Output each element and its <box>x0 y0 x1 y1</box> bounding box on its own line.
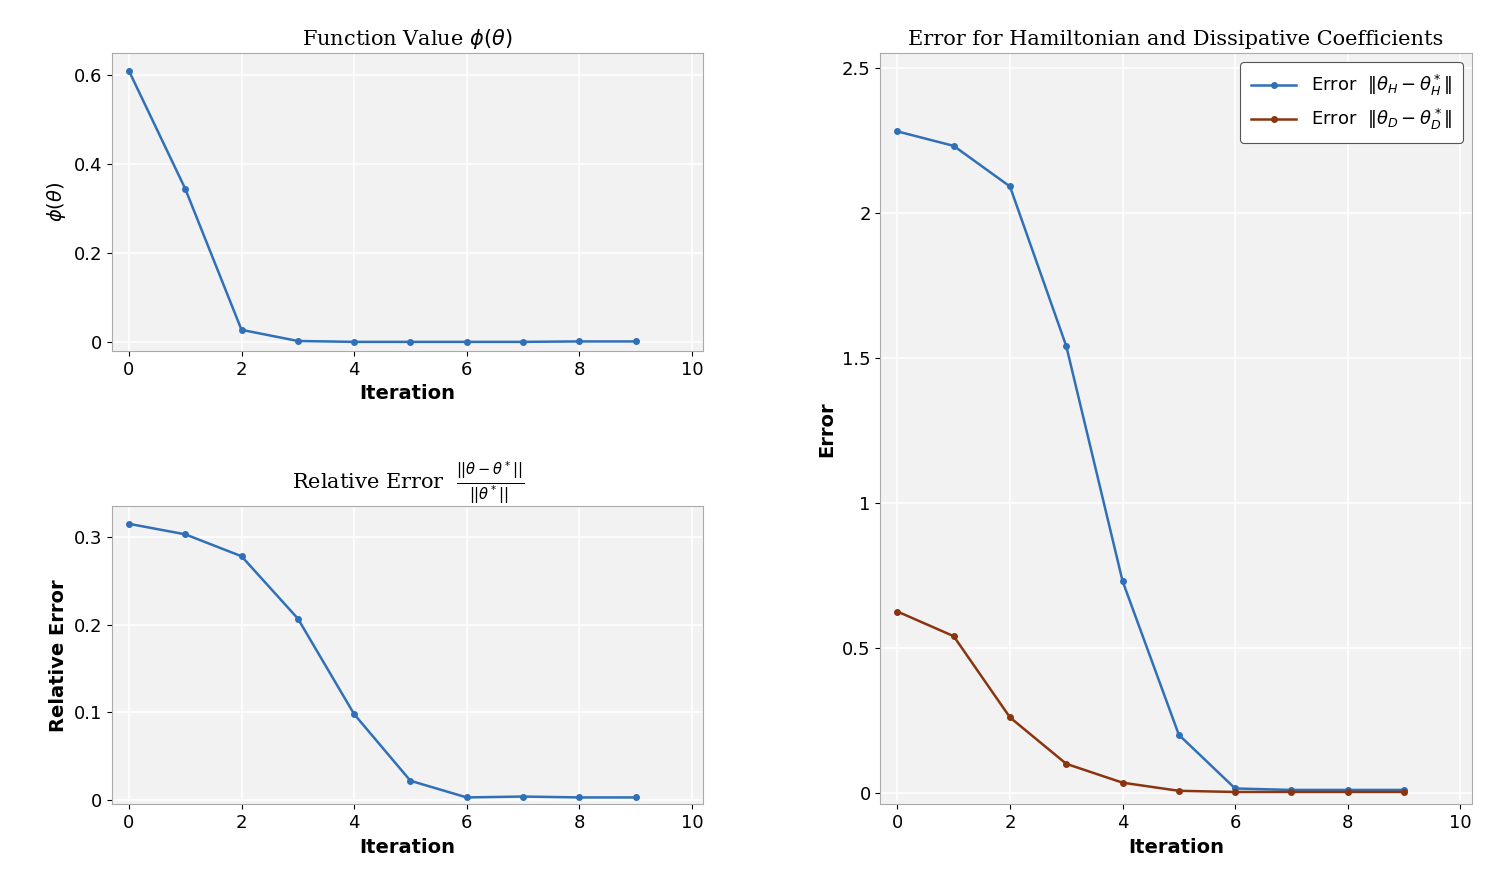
X-axis label: Iteration: Iteration <box>360 838 456 857</box>
Error  $\|\theta_H - \theta_H^*\|$ <box>1113 575 1131 586</box>
Title: Error for Hamiltonian and Dissipative Coefficients: Error for Hamiltonian and Dissipative Co… <box>908 30 1443 49</box>
Error  $\|\theta_D - \theta_D^*\|$ <box>1282 787 1300 797</box>
Title: Relative Error  $\frac{||\theta-\theta^*||}{||\theta^*||}$: Relative Error $\frac{||\theta-\theta^*|… <box>291 460 524 507</box>
Error  $\|\theta_D - \theta_D^*\|$ <box>1339 787 1357 797</box>
Error  $\|\theta_D - \theta_D^*\|$ <box>1395 787 1413 797</box>
X-axis label: Iteration: Iteration <box>360 385 456 403</box>
Error  $\|\theta_H - \theta_H^*\|$ <box>1001 181 1019 192</box>
X-axis label: Iteration: Iteration <box>1128 838 1224 857</box>
Y-axis label: $\phi(\theta)$: $\phi(\theta)$ <box>45 182 69 222</box>
Title: Function Value $\phi(\theta)$: Function Value $\phi(\theta)$ <box>302 27 512 50</box>
Y-axis label: Relative Error: Relative Error <box>49 579 69 732</box>
Error  $\|\theta_D - \theta_D^*\|$ <box>889 606 907 617</box>
Error  $\|\theta_H - \theta_H^*\|$ <box>1058 340 1076 351</box>
Error  $\|\theta_H - \theta_H^*\|$ <box>1395 785 1413 796</box>
Error  $\|\theta_D - \theta_D^*\|$ <box>1227 787 1245 797</box>
Line: Error  $\|\theta_H - \theta_H^*\|$: Error $\|\theta_H - \theta_H^*\|$ <box>895 128 1407 793</box>
Error  $\|\theta_H - \theta_H^*\|$ <box>944 141 962 151</box>
Error  $\|\theta_D - \theta_D^*\|$ <box>1113 777 1131 788</box>
Error  $\|\theta_D - \theta_D^*\|$ <box>1170 786 1188 796</box>
Error  $\|\theta_H - \theta_H^*\|$ <box>1227 783 1245 794</box>
Error  $\|\theta_D - \theta_D^*\|$ <box>944 631 962 642</box>
Error  $\|\theta_D - \theta_D^*\|$ <box>1058 758 1076 769</box>
Y-axis label: Error: Error <box>817 401 837 456</box>
Error  $\|\theta_H - \theta_H^*\|$ <box>1339 785 1357 796</box>
Error  $\|\theta_H - \theta_H^*\|$ <box>1282 785 1300 796</box>
Error  $\|\theta_D - \theta_D^*\|$ <box>1001 713 1019 723</box>
Error  $\|\theta_H - \theta_H^*\|$ <box>1170 729 1188 740</box>
Error  $\|\theta_H - \theta_H^*\|$ <box>889 126 907 137</box>
Line: Error  $\|\theta_D - \theta_D^*\|$: Error $\|\theta_D - \theta_D^*\|$ <box>895 609 1407 795</box>
Legend: Error  $\|\theta_H - \theta_H^*\|$, Error  $\|\theta_D - \theta_D^*\|$: Error $\|\theta_H - \theta_H^*\|$, Error… <box>1240 62 1463 143</box>
